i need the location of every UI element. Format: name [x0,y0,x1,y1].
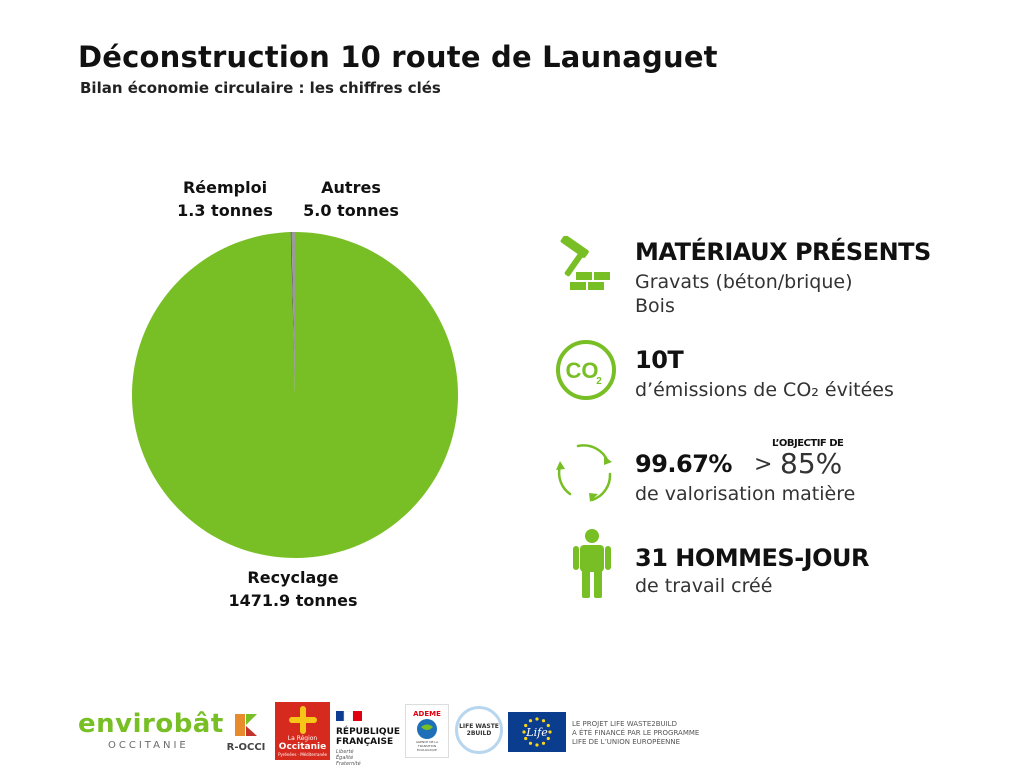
jobs-line1: de travail créé [635,575,773,597]
devise-1: Liberté [336,749,354,755]
occitanie-sub: Pyrénées · Méditerranée [278,752,327,757]
co2-line1: d’émissions de CO₂ évitées [635,379,894,401]
person-icon [573,529,611,598]
lifewaste-label: LIFE WASTE [459,723,499,730]
envirobat-logo: envirobât OCCITANIE [78,710,224,751]
materials-line1: Gravats (béton/brique) [635,271,853,293]
eu-line1: LE PROJET LIFE WASTE2BUILD [572,720,677,728]
valorisation-target: 85% [780,447,843,480]
envirobat-sub: OCCITANIE [108,740,189,751]
life-logo-text: Life [525,726,548,739]
pie-label-reemploi: Réemploi 1.3 tonnes [170,176,280,222]
co2-icon-text: CO [566,358,599,383]
devise-3: Fraternité [336,761,361,767]
occitan-cross-icon [288,706,317,734]
eu-stars-icon: Life [522,717,552,747]
co2-icon: CO 2 [556,340,616,400]
rocci-text: R-OCCI [226,742,266,753]
republique-logo: RÉPUBLIQUE FRANÇAISE Liberté Égalité Fra… [336,706,400,767]
marianne-flag-icon [336,710,362,722]
occitanie-label: Occitanie [278,742,327,752]
pie-label-recyclage-name: Recyclage [247,568,339,587]
republique-line1: RÉPUBLIQUE [336,727,401,737]
materials-heading: MATÉRIAUX PRÉSENTS [635,238,931,266]
ademe-globe-icon [417,719,437,739]
page-title: Déconstruction 10 route de Launaguet [78,40,718,74]
pie-slice-autres [291,232,295,395]
pie-label-autres: Autres 5.0 tonnes [296,176,406,222]
ademe-label: ADEME [413,710,441,718]
valorisation-gt: > [754,452,773,477]
page-subtitle: Bilan économie circulaire : les chiffres… [80,79,441,97]
envirobat-name: envirobât [78,709,224,739]
eu-life-logo: Life [508,712,566,752]
jobs-heading: 31 HOMMES-JOUR [635,544,869,572]
recycle-arrows-icon [556,444,612,502]
pie-label-reemploi-name: Réemploi [182,178,268,197]
devise-2: Égalité [336,755,354,761]
objective-label: L’OBJECTIF DE [772,438,844,449]
rocci-mark-icon [235,714,257,736]
materials-line2: Bois [635,295,675,317]
eu-line3: LIFE DE L’UNION EUROPÉENNE [572,738,681,746]
pie-slice-recyclage [131,232,458,558]
valorisation-line1: de valorisation matière [635,483,856,505]
eu-line2: A ÉTÉ FINANCÉ PAR LE PROGRAMME [572,729,700,737]
ademe-sub2: TRANSITION [417,744,437,748]
valorisation-heading: 99.67% [635,450,732,478]
lifewaste-logo: LIFE WASTE 2BUILD [455,706,503,754]
ademe-sub3: ÉCOLOGIQUE [417,748,437,752]
republique-line2: FRANÇAISE [336,737,394,747]
eu-funding-text: LE PROJET LIFE WASTE2BUILD A ÉTÉ FINANCÉ… [572,720,699,747]
region-label: La Région [287,735,318,742]
pie-label-recyclage-value: 1471.9 tonnes [228,591,358,610]
rocci-logo: R-OCCI [222,712,270,753]
pie-label-autres-value: 5.0 tonnes [303,201,399,220]
lifewaste-label2: 2BUILD [466,730,492,737]
pie-slice-reemploi [290,232,295,395]
pie-label-autres-name: Autres [321,178,381,197]
ademe-logo: ADEME AGENCE DE LA TRANSITION ÉCOLOGIQUE [405,704,449,758]
co2-heading: 10T [635,346,684,374]
pie-chart [131,232,458,558]
hammer-bricks-icon [560,236,610,290]
co2-icon-sub: 2 [596,376,602,387]
pie-label-reemploi-value: 1.3 tonnes [177,201,273,220]
occitanie-logo: La Région Occitanie Pyrénées · Méditerra… [275,702,330,760]
ademe-sub1: AGENCE DE LA [415,740,439,744]
pie-label-recyclage: Recyclage 1471.9 tonnes [218,566,368,612]
